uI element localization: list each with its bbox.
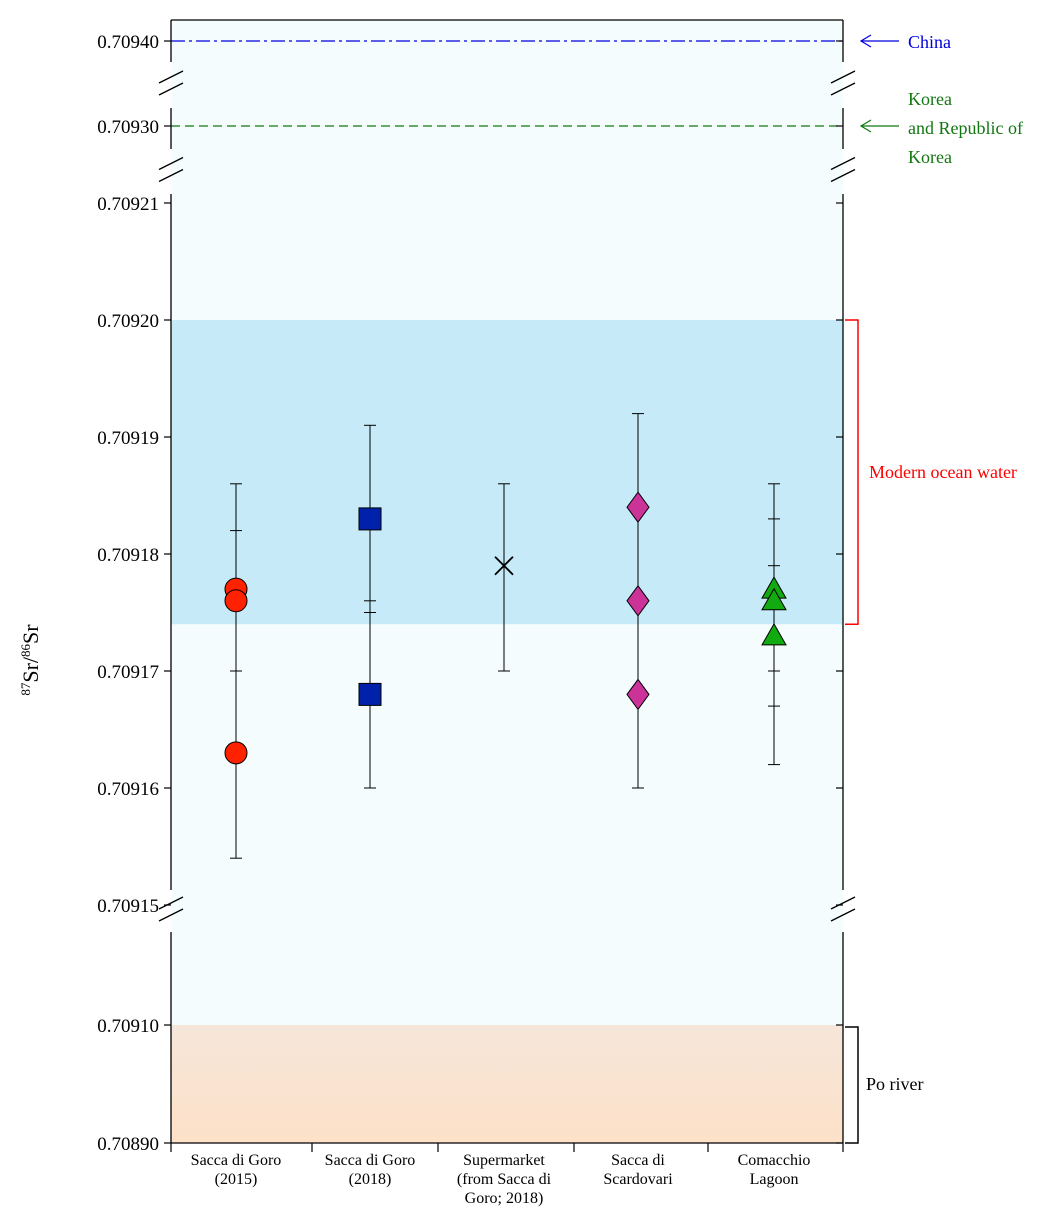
right-axis-break-mark-a-0 — [830, 70, 856, 84]
data-point-4-2 — [761, 622, 787, 646]
left-axis-break-mark-a-0 — [158, 70, 184, 84]
y-tick-label-0: 0.70940 — [97, 32, 159, 53]
china-arrow-head — [859, 34, 872, 48]
korea-label-line-2: Korea — [908, 147, 952, 167]
ocean-water-bracket — [845, 319, 859, 625]
y-tick-label-10: 0.70890 — [97, 1134, 159, 1155]
right-axis-break-mark-a-1 — [830, 156, 856, 171]
data-point-0-1 — [224, 589, 248, 613]
left-axis-break-mark-b-1 — [158, 168, 184, 183]
x-category-label-3-0: Sacca di — [611, 1152, 665, 1169]
y-tick-label-9: 0.70910 — [97, 1016, 159, 1037]
ocean-water-band — [171, 320, 843, 625]
y-label-slash: / — [18, 656, 43, 663]
data-point-1-0 — [358, 507, 382, 531]
po-river-label: Po river — [866, 1074, 924, 1094]
data-point-3-1 — [626, 584, 650, 617]
x-category-label-4-0: Comacchio — [738, 1152, 811, 1169]
y-label-element-sr: Sr — [18, 662, 43, 682]
y-axis-label: 87Sr/86Sr — [18, 624, 43, 696]
x-category-label-1-1: (2018) — [349, 1171, 392, 1188]
y-tick-label-5: 0.70918 — [97, 545, 159, 566]
right-axis-break-mark-b-1 — [830, 168, 856, 183]
data-point-2-0 — [494, 556, 514, 576]
left-axis-break-mark-a-2 — [158, 896, 184, 910]
labels-layer: Modern ocean water Po river China Korea and … — [97, 32, 1023, 1207]
x-category-label-1-0: Sacca di Goro — [325, 1152, 416, 1169]
right-axis-break-mark-a-2 — [830, 896, 856, 910]
axes-layer — [158, 19, 856, 1152]
bands-layer — [171, 319, 859, 1144]
x-category-label-0-1: (2015) — [215, 1171, 258, 1188]
y-tick-label-8: 0.70915 — [97, 896, 159, 917]
po-river-band — [171, 1025, 843, 1143]
y-label-mass-87: 87 — [18, 682, 33, 696]
data-point-4-1 — [761, 587, 787, 611]
x-category-label-4-1: Lagoon — [750, 1171, 799, 1188]
y-tick-label-4: 0.70919 — [97, 428, 159, 449]
data-point-2-0-stroke-b — [494, 556, 514, 576]
y-label-mass-86: 86 — [18, 643, 33, 657]
y-label-element-sr-2: Sr — [18, 624, 43, 644]
left-axis-break-mark-a-1 — [158, 156, 184, 171]
x-category-label-2-2: Goro; 2018) — [465, 1190, 544, 1207]
po-river-bracket — [845, 1026, 859, 1144]
ocean-water-label: Modern ocean water — [869, 462, 1017, 482]
data-point-0-2 — [224, 741, 248, 765]
korea-label-line-1: and Republic of — [908, 118, 1023, 138]
right-axis-break-mark-b-0 — [830, 82, 856, 96]
y-tick-label-3: 0.70920 — [97, 311, 159, 332]
right-axis-break-mark-b-2 — [830, 908, 856, 922]
left-axis-break-mark-b-0 — [158, 82, 184, 96]
y-tick-label-1: 0.70930 — [97, 117, 159, 138]
data-point-1-1 — [358, 682, 382, 706]
x-category-label-2-1: (from Sacca di — [457, 1171, 552, 1188]
x-category-label-2-0: Supermarket — [463, 1152, 545, 1169]
data-point-3-0 — [626, 491, 650, 524]
reference-lines-layer — [171, 34, 899, 133]
data-point-3-2 — [626, 678, 650, 711]
x-category-label-0-0: Sacca di Goro — [191, 1152, 282, 1169]
y-tick-label-7: 0.70916 — [97, 779, 159, 800]
korea-label-line-0: Korea — [908, 89, 952, 109]
korea-arrow-head — [859, 119, 872, 133]
x-category-label-3-1: Scardovari — [603, 1171, 673, 1188]
china-label-line-0: China — [908, 32, 951, 52]
y-tick-label-6: 0.70917 — [97, 662, 159, 683]
y-tick-label-2: 0.70921 — [97, 194, 159, 215]
data-markers-layer — [224, 491, 787, 765]
left-axis-break-mark-b-2 — [158, 908, 184, 922]
